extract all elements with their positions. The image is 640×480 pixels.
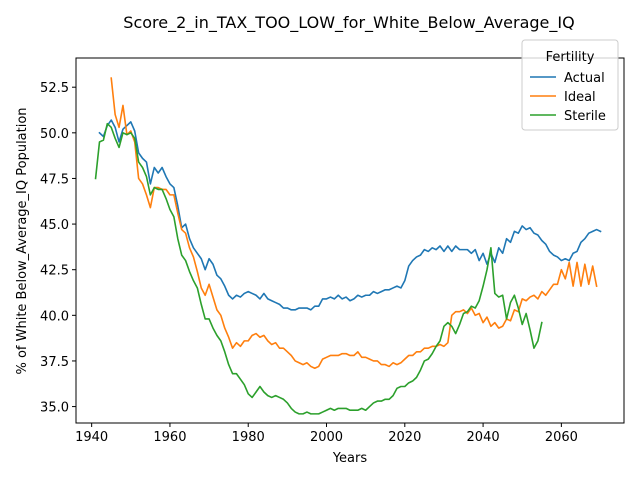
series-layer — [94, 77, 602, 415]
x-tick-label: 2000 — [310, 430, 343, 445]
x-tick-label: 2040 — [467, 430, 500, 445]
legend-label-ideal: Ideal — [564, 90, 596, 105]
x-tick-label: 1980 — [232, 430, 265, 445]
y-tick-label: 40.0 — [40, 309, 69, 324]
legend-items: Actual Ideal Sterile — [530, 71, 606, 124]
y-tick-label: 50.0 — [40, 127, 69, 142]
x-tick-label: 2060 — [545, 430, 578, 445]
x-tick-label: 2020 — [388, 430, 421, 445]
legend-title: Fertility — [546, 50, 595, 65]
y-tick-label: 47.5 — [40, 172, 69, 187]
y-axis: 35.0 37.5 40.0 42.5 45.0 47.5 50.0 52.5 — [40, 81, 76, 416]
legend: Fertility Actual Ideal Sterile — [521, 39, 619, 131]
x-axis: 1940 1960 1980 2000 2020 2040 2060 — [75, 423, 578, 445]
y-tick-label: 42.5 — [40, 264, 69, 279]
x-tick-label: 1940 — [75, 430, 108, 445]
chart-title: Score_2_in_TAX_TOO_LOW_for_White_Below_A… — [123, 13, 574, 33]
legend-label-sterile: Sterile — [564, 109, 606, 124]
y-tick-label: 35.0 — [40, 401, 69, 416]
legend-box — [521, 39, 619, 131]
x-axis-title: Years — [332, 451, 368, 466]
x-tick-label: 1960 — [153, 430, 186, 445]
y-tick-label: 45.0 — [40, 218, 69, 233]
series-line-ideal — [110, 77, 598, 370]
y-tick-label: 37.5 — [40, 355, 69, 370]
series-line-sterile — [94, 122, 543, 415]
y-tick-label: 52.5 — [40, 81, 69, 96]
legend-label-actual: Actual — [564, 71, 605, 86]
plot-frame — [75, 57, 625, 424]
series-line-actual — [98, 119, 602, 311]
y-axis-title: % of White Below_Average_IQ Population — [15, 107, 30, 374]
